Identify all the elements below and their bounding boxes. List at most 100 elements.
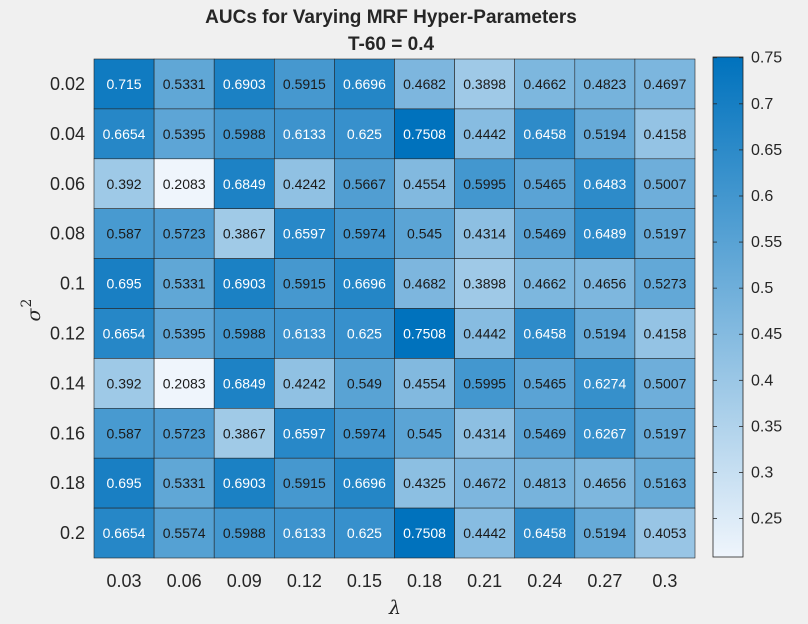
cell-value-label: 0.5194 [583, 325, 626, 341]
heatmap-cell [334, 358, 395, 409]
heatmap-cell [514, 507, 576, 559]
cell-value-label: 0.6696 [343, 475, 386, 491]
x-axis-label: λ [388, 597, 401, 619]
cell-value-label: 0.4442 [463, 126, 506, 142]
heatmap-cell [213, 108, 275, 160]
heatmap-cell [574, 258, 636, 309]
x-tick-label: 0.18 [407, 571, 442, 591]
cell-value-label: 0.6597 [283, 425, 326, 441]
heatmap-cell [394, 308, 455, 359]
cell-value-label: 0.6133 [283, 525, 326, 541]
cell-value-label: 0.6696 [343, 76, 386, 92]
cell-value-label: 0.5395 [163, 325, 206, 341]
cell-value-label: 0.4656 [583, 475, 626, 491]
heatmap-cell [514, 58, 576, 110]
y-tick-label: 0.12 [50, 323, 85, 343]
chart-subtitle: T-60 = 0.4 [348, 34, 435, 55]
y-tick-label: 0.16 [50, 423, 85, 443]
cell-value-label: 0.587 [107, 226, 142, 242]
colorbar [712, 56, 744, 558]
cell-value-label: 0.4554 [403, 176, 446, 192]
cell-value-label: 0.545 [407, 425, 442, 441]
cell-value-label: 0.6654 [103, 325, 146, 341]
heatmap-cell [213, 208, 275, 259]
cell-value-label: 0.4442 [463, 325, 506, 341]
cell-value-label: 0.5007 [644, 375, 687, 391]
cell-value-label: 0.5974 [343, 425, 386, 441]
heatmap-cell [394, 457, 455, 509]
heatmap-cell [153, 158, 215, 210]
cell-value-label: 0.5197 [644, 425, 687, 441]
cell-value-label: 0.7508 [403, 525, 446, 541]
heatmap-cell [153, 457, 215, 509]
cell-value-label: 0.6267 [583, 425, 626, 441]
cell-value-label: 0.5007 [644, 176, 687, 192]
heatmap-cell [394, 158, 455, 210]
cell-value-label: 0.5194 [583, 525, 626, 541]
cell-value-label: 0.392 [107, 176, 142, 192]
heatmap-cell [454, 58, 516, 110]
heatmap-cell [334, 158, 395, 210]
cell-value-label: 0.6274 [583, 375, 626, 391]
cell-value-label: 0.4682 [403, 276, 446, 292]
y-tick-label: 0.18 [50, 473, 85, 493]
heatmap-cell [93, 258, 155, 309]
heatmap-cell [574, 457, 636, 509]
heatmap-cell [574, 108, 636, 160]
heatmap-cell [394, 407, 455, 459]
cell-value-label: 0.6849 [223, 176, 266, 192]
y-axis-label: σ2 [19, 299, 45, 322]
heatmap-cell [273, 208, 335, 259]
cell-value-label: 0.5465 [523, 176, 566, 192]
cell-value-label: 0.6903 [223, 76, 266, 92]
x-tick-label: 0.09 [227, 571, 262, 591]
cell-value-label: 0.5723 [163, 425, 206, 441]
heatmap-cell [273, 158, 335, 210]
heatmap-cell [514, 208, 576, 259]
y-axis-label-group: σ2 [19, 299, 45, 322]
cell-value-label: 0.6849 [223, 375, 266, 391]
heatmap-cell [574, 407, 636, 459]
heatmap-cell [273, 358, 335, 409]
heatmap-cell [634, 407, 696, 459]
cell-value-label: 0.5667 [343, 176, 386, 192]
heatmap-cell [93, 507, 155, 559]
cell-value-label: 0.4554 [403, 375, 446, 391]
heatmap-cell [273, 407, 335, 459]
heatmap-cells: 0.715 0.5331 0.6903 0.5915 0.6696 0.4682 0.389… [93, 58, 696, 559]
cell-value-label: 0.5915 [283, 276, 326, 292]
cell-value-label: 0.695 [107, 276, 142, 292]
chart-title: AUCs for Varying MRF Hyper-Parameters [205, 7, 577, 28]
heatmap-cell [334, 407, 395, 459]
cell-value-label: 0.6489 [583, 226, 626, 242]
heatmap-cell [574, 358, 636, 409]
heatmap-cell [273, 507, 335, 559]
x-tick-label: 0.03 [107, 571, 142, 591]
heatmap-cell [334, 258, 395, 309]
heatmap-cell [514, 308, 576, 359]
heatmap-cell [273, 308, 335, 359]
heatmap-cell [574, 208, 636, 259]
heatmap-cell [454, 258, 516, 309]
y-tick-label: 0.2 [60, 523, 85, 543]
cell-value-label: 0.5995 [463, 375, 506, 391]
heatmap-cell [153, 308, 215, 359]
cell-value-label: 0.4672 [463, 475, 506, 491]
cell-value-label: 0.5197 [644, 226, 687, 242]
cell-value-label: 0.4813 [523, 475, 566, 491]
colorbar-tick-label: 0.45 [751, 326, 782, 343]
heatmap-cell [153, 58, 215, 110]
heatmap-cell [514, 407, 576, 459]
cell-value-label: 0.5469 [523, 226, 566, 242]
heatmap-cell [394, 108, 455, 160]
colorbar-tick-label: 0.5 [751, 280, 773, 297]
y-tick-label: 0.02 [50, 74, 85, 94]
y-tick-label: 0.08 [50, 224, 85, 244]
heatmap-cell [273, 108, 335, 160]
colorbar-tick-label: 0.65 [751, 142, 782, 159]
cell-value-label: 0.6597 [283, 226, 326, 242]
cell-value-label: 0.625 [347, 525, 382, 541]
cell-value-label: 0.5465 [523, 375, 566, 391]
heatmap-cell [273, 258, 335, 309]
cell-value-label: 0.695 [107, 475, 142, 491]
